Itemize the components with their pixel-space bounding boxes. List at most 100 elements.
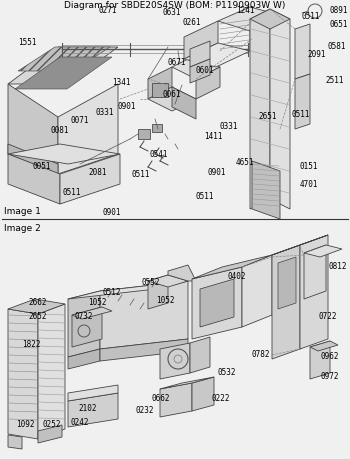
Text: 2662: 2662 <box>28 297 47 306</box>
Polygon shape <box>168 265 196 281</box>
Polygon shape <box>310 341 330 379</box>
Text: 0071: 0071 <box>70 116 89 125</box>
Text: 1551: 1551 <box>18 38 36 47</box>
Text: 2652: 2652 <box>28 311 47 320</box>
Text: Image 1: Image 1 <box>4 207 41 216</box>
Polygon shape <box>160 343 190 379</box>
Polygon shape <box>270 10 290 210</box>
Polygon shape <box>148 68 172 100</box>
Text: 0891: 0891 <box>330 6 349 15</box>
Text: 0511: 0511 <box>62 188 80 196</box>
Text: 0581: 0581 <box>328 42 346 51</box>
Bar <box>2 2 348 230</box>
Polygon shape <box>68 291 100 357</box>
Polygon shape <box>58 85 118 174</box>
Text: 0511: 0511 <box>302 12 321 21</box>
Text: 1092: 1092 <box>16 419 35 428</box>
Polygon shape <box>190 60 210 84</box>
Text: 1411: 1411 <box>204 132 223 141</box>
Bar <box>138 130 150 140</box>
Text: 1052: 1052 <box>156 295 175 304</box>
Text: 1341: 1341 <box>112 78 131 87</box>
Text: 0222: 0222 <box>212 393 231 402</box>
Polygon shape <box>184 22 218 60</box>
Text: 0242: 0242 <box>70 417 89 426</box>
Polygon shape <box>190 337 210 373</box>
Text: 0232: 0232 <box>136 405 154 414</box>
Text: 0962: 0962 <box>321 351 339 360</box>
Text: 0061: 0061 <box>163 90 182 99</box>
Polygon shape <box>250 16 280 52</box>
Text: 2651: 2651 <box>258 112 276 121</box>
Text: 0511: 0511 <box>292 110 310 119</box>
Polygon shape <box>192 377 214 411</box>
Polygon shape <box>304 246 326 299</box>
Polygon shape <box>160 383 192 417</box>
Text: 0601: 0601 <box>196 66 215 75</box>
Text: 0662: 0662 <box>152 393 170 402</box>
Text: 0252: 0252 <box>42 419 61 428</box>
Polygon shape <box>300 235 328 349</box>
Polygon shape <box>184 44 250 68</box>
Polygon shape <box>68 385 118 401</box>
Text: 1822: 1822 <box>22 339 41 348</box>
Text: 4701: 4701 <box>300 179 318 189</box>
Polygon shape <box>8 145 120 165</box>
Text: 0552: 0552 <box>142 277 161 286</box>
Text: 0812: 0812 <box>329 262 348 270</box>
Polygon shape <box>200 280 234 327</box>
Polygon shape <box>242 256 272 327</box>
Polygon shape <box>278 257 296 309</box>
Polygon shape <box>8 299 65 314</box>
Text: 1052: 1052 <box>88 297 106 306</box>
Text: Image 2: Image 2 <box>4 224 41 233</box>
Polygon shape <box>100 281 188 349</box>
Polygon shape <box>295 75 310 130</box>
Polygon shape <box>172 88 196 120</box>
Polygon shape <box>8 309 38 439</box>
Polygon shape <box>148 88 196 112</box>
Polygon shape <box>295 25 310 80</box>
Text: 0782: 0782 <box>252 349 271 358</box>
Polygon shape <box>192 256 272 280</box>
Polygon shape <box>60 155 120 205</box>
Polygon shape <box>68 349 100 369</box>
Polygon shape <box>148 275 168 309</box>
Polygon shape <box>250 10 270 210</box>
Polygon shape <box>72 308 102 347</box>
Text: 0511: 0511 <box>196 191 215 201</box>
Text: 0901: 0901 <box>102 207 120 217</box>
Polygon shape <box>218 8 280 32</box>
Polygon shape <box>196 68 220 100</box>
Text: 0722: 0722 <box>319 311 337 320</box>
Polygon shape <box>8 145 58 174</box>
Text: 2511: 2511 <box>325 76 343 85</box>
Polygon shape <box>250 10 290 30</box>
Polygon shape <box>15 58 112 90</box>
Text: 0261: 0261 <box>183 18 202 27</box>
Text: 0972: 0972 <box>321 371 339 380</box>
Text: 2091: 2091 <box>307 50 326 59</box>
Text: 2081: 2081 <box>88 168 106 177</box>
Polygon shape <box>272 246 300 359</box>
Text: 2102: 2102 <box>78 403 97 412</box>
Polygon shape <box>8 48 118 85</box>
Text: 0512: 0512 <box>102 287 120 297</box>
Text: 0402: 0402 <box>228 271 246 280</box>
Text: 0732: 0732 <box>74 311 92 320</box>
Text: 0151: 0151 <box>300 162 318 171</box>
Text: 0631: 0631 <box>163 8 182 17</box>
Polygon shape <box>190 42 210 68</box>
Text: 0901: 0901 <box>208 168 226 177</box>
Bar <box>152 125 162 133</box>
Text: 0331: 0331 <box>95 108 113 117</box>
Text: 0651: 0651 <box>330 20 349 29</box>
Polygon shape <box>310 341 338 351</box>
Text: 0901: 0901 <box>118 102 136 111</box>
Polygon shape <box>252 162 280 219</box>
Polygon shape <box>304 246 342 257</box>
Text: 0541: 0541 <box>150 150 168 159</box>
Text: 0271: 0271 <box>98 6 117 15</box>
Polygon shape <box>38 425 62 443</box>
Text: 0511: 0511 <box>132 170 150 179</box>
